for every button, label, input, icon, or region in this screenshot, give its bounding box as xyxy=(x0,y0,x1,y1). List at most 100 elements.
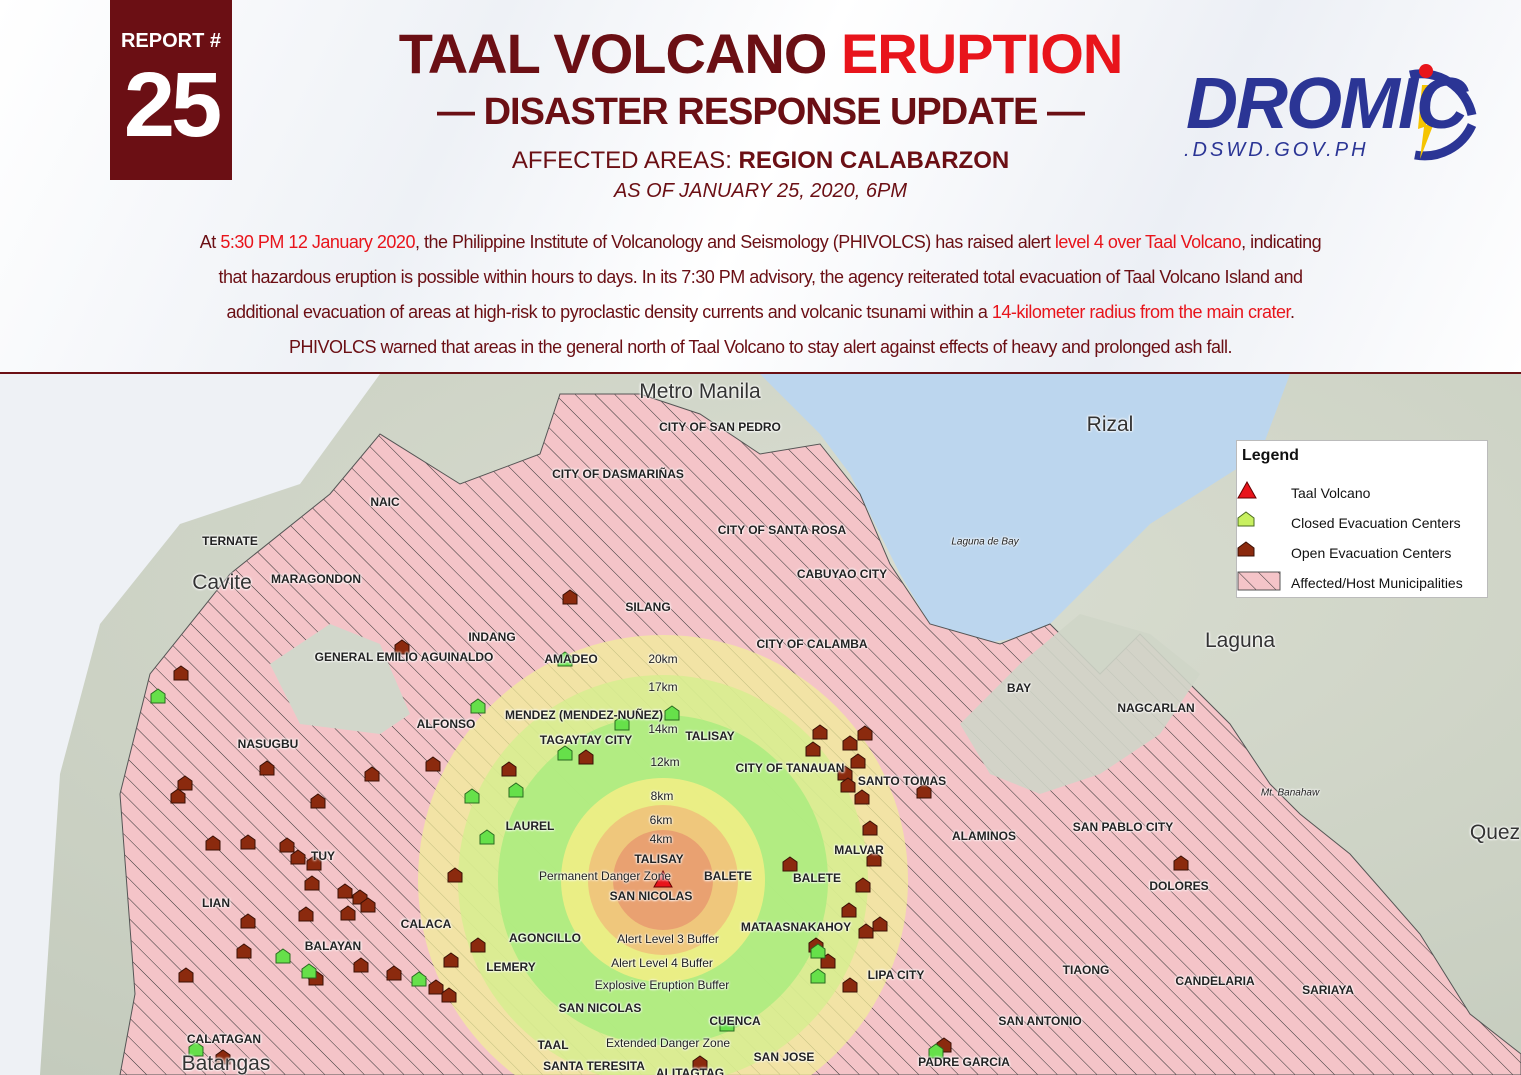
municipality-label: SAN ANTONIO xyxy=(998,1014,1082,1028)
logo-ring-icon xyxy=(1409,64,1477,161)
paragraph-line: At 5:30 PM 12 January 2020, the Philippi… xyxy=(0,228,1521,256)
open-evacuation-center-icon xyxy=(855,877,871,893)
zone-label: Explosive Eruption Buffer xyxy=(594,978,730,992)
municipality-label: NAGCARLAN xyxy=(1117,701,1195,715)
paragraph-segment: , the Philippine Institute of Volcanolog… xyxy=(414,232,1055,252)
open-evacuation-center-icon xyxy=(173,665,189,681)
closed-evacuation-center-icon xyxy=(470,698,486,714)
ring-distance-label: 17km xyxy=(648,680,678,694)
closed-evacuation-center-icon xyxy=(464,788,480,804)
logo-text: DROMIC xyxy=(1186,64,1468,144)
open-evacuation-center-icon xyxy=(1173,855,1189,871)
municipality-label: TERNATE xyxy=(202,534,258,548)
subtitle: — DISASTER RESPONSE UPDATE — xyxy=(0,90,1521,134)
open-evacuation-center-icon xyxy=(310,793,326,809)
municipality-label: TALISAY xyxy=(685,729,735,743)
paragraph-segment: . xyxy=(1290,302,1295,322)
region-label: Rizal xyxy=(1086,413,1134,436)
open-evacuation-center-icon xyxy=(842,735,858,751)
ring-distance-label: 14km xyxy=(648,722,678,736)
open-evacuation-center-icon xyxy=(842,977,858,993)
evacuation-center-markers xyxy=(150,589,1189,1071)
ring-distance-label: 20km xyxy=(648,652,678,666)
page-title: TAAL VOLCANO ERUPTION xyxy=(0,22,1521,86)
open-evacuation-center-icon xyxy=(386,965,402,981)
paragraph-line: PHIVOLCS warned that areas in the genera… xyxy=(0,333,1521,361)
title-part1: TAAL VOLCANO xyxy=(398,22,841,85)
region-label: Batangas xyxy=(181,1052,271,1075)
open-evacuation-center-icon xyxy=(279,837,295,853)
municipality-label: SAN PABLO CITY xyxy=(1072,820,1174,834)
municipality-label: CUENCA xyxy=(709,1014,761,1028)
water-label: Laguna de Bay xyxy=(951,536,1019,548)
open-evacuation-center-icon xyxy=(425,756,441,772)
paragraph-segment: that hazardous eruption is possible with… xyxy=(218,267,1303,287)
open-evacuation-center-icon xyxy=(805,741,821,757)
paragraph-segment: level 4 over Taal Volcano xyxy=(1054,232,1242,252)
closed-evacuation-center-icon xyxy=(557,745,573,761)
areas-label: AFFECTED AREAS: xyxy=(511,147,739,174)
open-evacuation-center-icon xyxy=(443,952,459,968)
municipality-label: SAN JOSE xyxy=(753,1050,815,1064)
open-evacuation-center-icon xyxy=(340,905,356,921)
paragraph-segment: At xyxy=(199,232,221,252)
as-of-text: AS OF JANUARY 25, 2020, 6PM xyxy=(613,180,908,202)
open-evacuation-center-icon xyxy=(692,1055,708,1071)
municipality-label: SILANG xyxy=(625,600,671,614)
legend-label: Closed Evacuation Centers xyxy=(1291,515,1461,531)
municipality-label: NASUGBU xyxy=(237,737,299,751)
municipality-label: BALAYAN xyxy=(304,939,362,953)
mountain-label: Mt. Banahaw xyxy=(1260,787,1320,799)
municipality-label: GENERAL EMILIO AGUINALDO xyxy=(314,650,494,664)
open-evacuation-center-icon xyxy=(337,883,353,899)
municipality-label: LIAN xyxy=(202,896,230,910)
affected-areas: AFFECTED AREAS: REGION CALABARZON xyxy=(0,146,1521,176)
report-label: REPORT # xyxy=(120,30,222,52)
municipality-label: LAUREL xyxy=(505,819,555,833)
open-evacuation-center-icon xyxy=(364,766,380,782)
municipality-label: TIAONG xyxy=(1062,963,1110,977)
open-evacuation-center-icon xyxy=(236,943,252,959)
closed-evacuation-center-icon xyxy=(719,1016,735,1032)
paragraph-line: that hazardous eruption is possible with… xyxy=(0,263,1521,291)
paragraph-segment: 5:30 PM 12 January 2020 xyxy=(220,232,415,252)
unaffected-area-laguna xyxy=(960,614,1200,794)
open-evacuation-center-icon xyxy=(394,639,410,655)
open-evacuation-center-icon xyxy=(447,867,463,883)
municipality-label: MALVAR xyxy=(834,843,884,857)
region-label: Cavite xyxy=(192,571,252,594)
municipality-label: CANDELARIA xyxy=(1175,974,1255,988)
ring-distance-label: 8km xyxy=(650,789,674,803)
municipality-label: NAIC xyxy=(370,495,400,509)
paragraph-segment: additional evacuation of areas at high-r… xyxy=(226,302,992,322)
closed-evacuation-center-icon xyxy=(275,948,291,964)
paragraph-line: additional evacuation of areas at high-r… xyxy=(0,298,1521,326)
closed-evacuation-center-icon xyxy=(928,1043,944,1059)
open-evacuation-center-icon xyxy=(857,725,873,741)
closed-evacuation-center-icon xyxy=(557,651,573,667)
municipality-label: AMADEO xyxy=(544,652,598,666)
municipality-label: CITY OF DASMARIÑAS xyxy=(552,467,684,481)
legend-label: Open Evacuation Centers xyxy=(1291,545,1452,561)
legend-item-affected: Affected/Host Municipalities xyxy=(1237,571,1463,595)
legend-item-closed: Closed Evacuation Centers xyxy=(1237,511,1461,535)
closed-evacuation-center-icon xyxy=(188,1041,204,1057)
open-evacuation-center-icon xyxy=(360,897,376,913)
open-evacuation-center-icon xyxy=(428,979,444,995)
open-evacuation-center-icon xyxy=(205,835,221,851)
brown-house-icon xyxy=(1237,541,1255,557)
open-evacuation-center-icon xyxy=(841,902,857,918)
municipality-label: ALITAGTAG xyxy=(655,1066,725,1075)
legend-item-volcano: Taal Volcano xyxy=(1237,481,1370,505)
municipality-label: LEMERY xyxy=(486,960,536,974)
unaffected-area-gen-trias xyxy=(270,624,410,734)
lake-laguna-de-bay xyxy=(760,374,1290,644)
municipality-label: AGONCILLO xyxy=(509,931,581,945)
as-of-date: AS OF JANUARY 25, 2020, 6PM xyxy=(0,178,1521,204)
ring-distance-label: 6km xyxy=(649,813,673,827)
open-evacuation-center-icon xyxy=(352,889,368,905)
municipality-label: MARAGONDON xyxy=(271,572,361,586)
title-part2: ERUPTION xyxy=(840,22,1123,85)
municipality-label: SANTA TERESITA xyxy=(543,1059,645,1073)
open-evacuation-center-icon xyxy=(298,906,314,922)
